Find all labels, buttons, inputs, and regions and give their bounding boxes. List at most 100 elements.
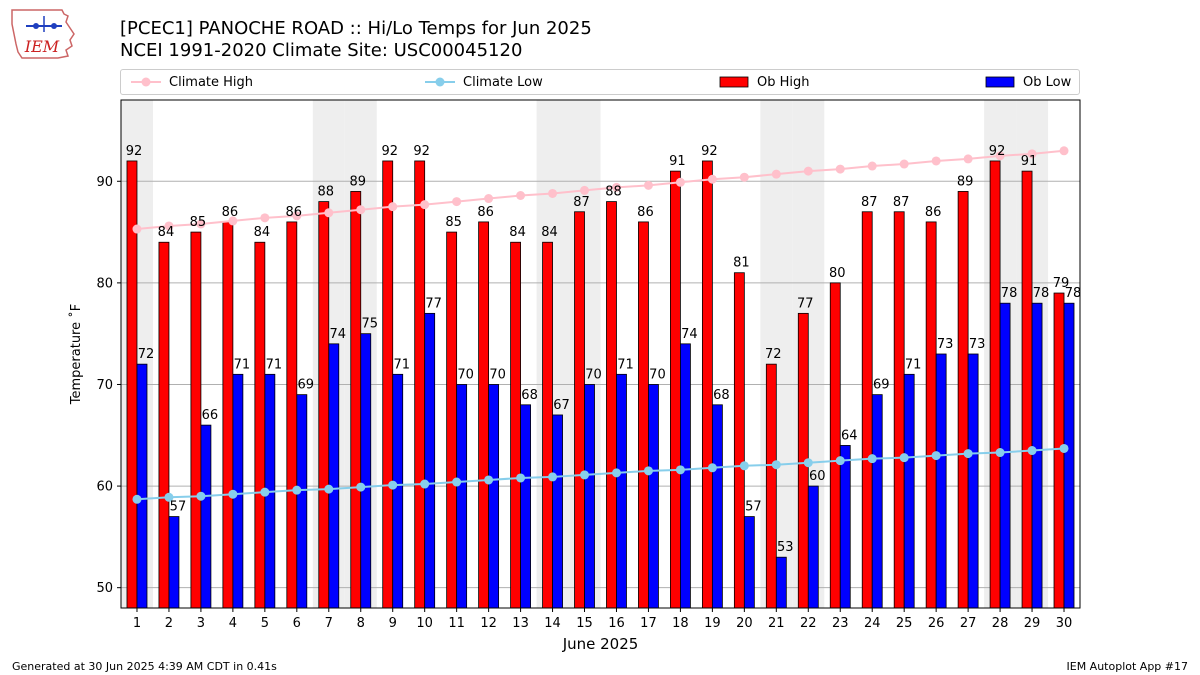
climate-high-point [995,151,1005,161]
ob-low-value-label: 78 [1033,286,1050,301]
ob-low-bar [584,384,595,609]
x-tick-label: 16 [608,616,625,631]
ob-low-value-label: 78 [1001,286,1018,301]
ob-high-bar [542,241,553,609]
climate-high-point [835,164,845,174]
climate-low-point [388,480,398,490]
ob-high-bar [350,191,362,609]
x-tick-label: 12 [480,616,497,631]
ob-high-value-label: 86 [477,205,494,220]
ob-high-value-label: 86 [925,205,942,220]
ob-low-bar [648,384,659,609]
ob-high-bar [446,231,458,609]
ob-high-bar [638,221,649,609]
climate-high-point [196,219,206,229]
ob-low-bar [743,516,755,609]
ob-low-value-label: 68 [713,388,730,403]
ob-low-bar [680,343,691,609]
ob-low-bar [456,384,468,609]
ob-low-bar [903,373,915,609]
climate-high-point [707,174,717,184]
climate-high-point [228,216,238,226]
climate-low-point [484,475,494,485]
ob-high-bar [190,231,202,609]
ob-low-value-label: 71 [234,357,251,372]
ob-low-bar [935,353,947,609]
ob-low-value-label: 66 [202,408,219,423]
ob-high-value-label: 92 [413,144,430,159]
legend-item-ob-low: Ob Low [985,70,1071,94]
climate-high-point [867,161,877,171]
ob-low-value-label: 68 [521,388,538,403]
x-tick-label: 14 [544,616,561,631]
legend-label-ob-high: Ob High [757,74,810,90]
x-tick-label: 5 [261,616,269,631]
climate-low-point [739,461,749,471]
climate-high-point [1027,149,1037,159]
ob-low-bar [328,343,340,609]
x-tick-label: 24 [864,616,881,631]
climate-high-point [548,188,558,198]
ob-high-value-label: 89 [349,174,366,189]
climate-low-point [356,482,366,492]
plot-frame [120,99,1081,609]
x-tick-label: 23 [832,616,849,631]
ob-high-value-label: 85 [445,215,462,230]
ob-low-bar [807,485,819,609]
climate-low-point [260,487,270,497]
climate-low-point [995,448,1005,458]
y-tick-label: 70 [96,378,113,393]
climate-low-point [228,489,238,499]
ob-high-bar [414,160,426,609]
ob-low-value-label: 69 [873,378,890,393]
climate-low-point [516,473,526,483]
ob-low-value-label: 70 [489,367,506,382]
chart-subtitle: NCEI 1991-2020 Climate Site: USC00045120 [120,40,523,61]
ob-high-value-label: 92 [126,144,143,159]
x-tick-label: 11 [448,616,465,631]
ob-high-bar [478,221,490,609]
ob-high-value-label: 80 [829,266,846,281]
ob-high-bar [670,170,681,609]
climate-low-point [771,460,781,470]
ob-low-bar [711,404,723,609]
x-tick-label: 2 [165,616,173,631]
x-tick-label: 6 [293,616,301,631]
ob-low-value-label: 71 [393,357,410,372]
ob-high-value-label: 87 [573,195,590,210]
ob-low-value-label: 70 [649,367,666,382]
y-tick-label: 90 [96,175,113,190]
ob-low-bar [296,394,308,609]
y-tick-label: 80 [96,276,113,291]
x-tick-label: 13 [512,616,529,631]
ob-high-value-label: 88 [318,185,335,200]
climate-high-line [136,149,1065,231]
ob-high-value-label: 92 [701,144,718,159]
ob-high-value-label: 84 [254,225,271,240]
ob-high-bar [574,211,585,609]
footer-generated-text: Generated at 30 Jun 2025 4:39 AM CDT in … [12,660,277,673]
ob-low-value-label: 70 [457,367,474,382]
climate-high-point [771,169,781,179]
climate-high-point [739,172,749,182]
x-tick-label: 28 [992,616,1009,631]
climate-high-point [580,185,590,195]
y-tick-label: 50 [96,581,113,596]
climate-low-point [196,491,206,501]
ob-high-value-label: 86 [222,205,239,220]
ob-high-bar [286,221,298,609]
legend-label-climate-low: Climate Low [463,74,543,90]
ob-low-value-label: 70 [585,367,602,382]
climate-high-point [388,202,398,212]
ob-low-bar [488,384,500,609]
ob-high-value-label: 89 [957,174,974,189]
y-tick-label: 60 [96,480,113,495]
climate-low-line [136,447,1065,501]
ob-high-bar [893,211,905,609]
x-tick-label: 30 [1056,616,1073,631]
ob-low-bar [552,414,563,609]
ob-low-value-label: 73 [969,337,986,352]
ob-high-bar [318,201,330,609]
x-tick-label: 26 [928,616,945,631]
ob-high-value-label: 88 [605,185,622,200]
